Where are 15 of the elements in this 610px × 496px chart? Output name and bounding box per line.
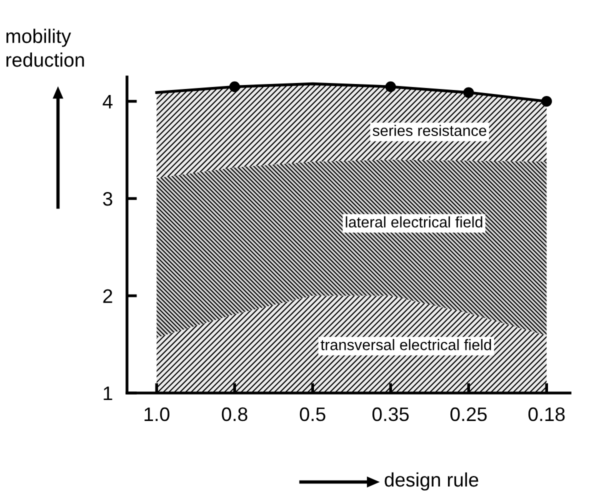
x-tick-label: 0.18 <box>528 407 565 422</box>
series-label: series resistance <box>372 124 486 136</box>
series-label: lateral electrical field <box>346 216 482 228</box>
y-tick-label: 3 <box>103 192 112 206</box>
x-tick-label: 0.25 <box>450 407 487 422</box>
x-tick-label: 0.8 <box>222 407 248 422</box>
x-tick-label: 0.35 <box>372 407 409 422</box>
x-axis-title: design rule <box>384 472 478 491</box>
y-tick-label: 2 <box>103 289 112 303</box>
x-tick-label: 0.5 <box>300 407 326 422</box>
series-label: transversal electrical field <box>320 339 491 350</box>
y-axis-title: mobility reduction <box>6 28 84 67</box>
y-tick-label: 1 <box>104 386 112 400</box>
y-tick-label: 4 <box>102 94 113 108</box>
x-tick-label: 1.0 <box>144 407 170 422</box>
